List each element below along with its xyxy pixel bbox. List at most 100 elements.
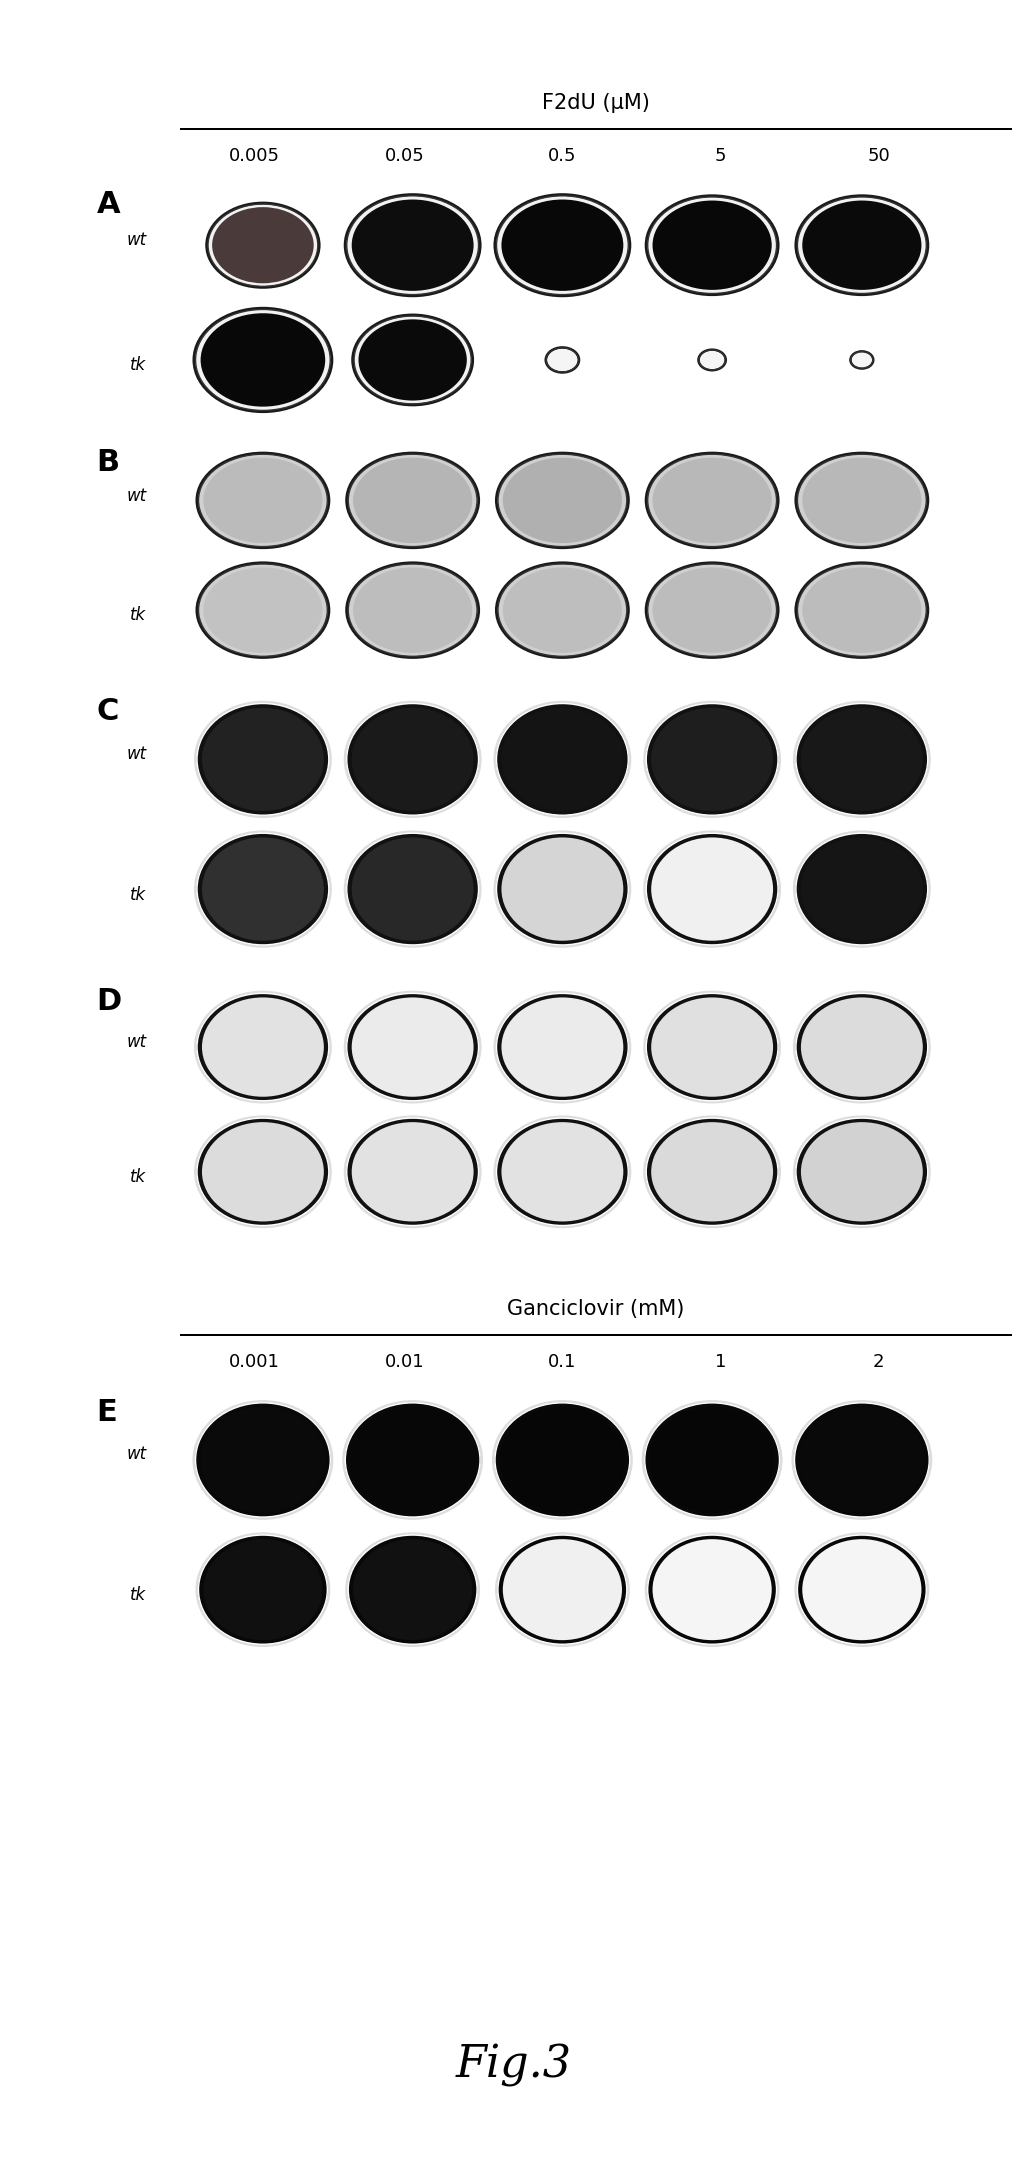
Text: A: A (97, 191, 120, 219)
Ellipse shape (195, 703, 331, 816)
Ellipse shape (195, 991, 331, 1102)
Text: Fig.3: Fig.3 (455, 2043, 572, 2087)
Ellipse shape (794, 703, 929, 816)
Ellipse shape (352, 315, 472, 406)
Ellipse shape (197, 453, 329, 549)
Ellipse shape (347, 562, 479, 657)
Ellipse shape (796, 1533, 927, 1646)
Ellipse shape (651, 998, 773, 1098)
Ellipse shape (652, 200, 771, 291)
Ellipse shape (801, 837, 923, 941)
Ellipse shape (646, 562, 778, 657)
Ellipse shape (501, 707, 623, 811)
Ellipse shape (501, 837, 623, 941)
Ellipse shape (351, 200, 473, 291)
Ellipse shape (353, 568, 472, 653)
Ellipse shape (646, 453, 778, 549)
Ellipse shape (651, 707, 773, 811)
Text: wt: wt (126, 1445, 147, 1464)
Ellipse shape (195, 833, 331, 946)
Ellipse shape (800, 1408, 924, 1512)
Ellipse shape (698, 349, 726, 371)
Ellipse shape (358, 319, 467, 401)
Ellipse shape (351, 998, 473, 1098)
Ellipse shape (503, 458, 622, 542)
Ellipse shape (351, 1121, 473, 1221)
Ellipse shape (203, 568, 322, 653)
Ellipse shape (202, 998, 324, 1098)
Ellipse shape (645, 1117, 779, 1228)
Text: wt: wt (126, 486, 147, 505)
Ellipse shape (197, 1533, 329, 1646)
Ellipse shape (206, 204, 319, 286)
Ellipse shape (650, 1408, 774, 1512)
Text: F2dU (μM): F2dU (μM) (541, 93, 650, 113)
Text: tk: tk (130, 605, 147, 625)
Text: C: C (97, 698, 119, 727)
Ellipse shape (495, 703, 630, 816)
Ellipse shape (496, 453, 629, 549)
Text: 0.01: 0.01 (384, 1353, 424, 1371)
Ellipse shape (202, 837, 324, 941)
Text: tk: tk (130, 1586, 147, 1605)
Ellipse shape (203, 1540, 322, 1640)
Ellipse shape (194, 1401, 332, 1518)
Ellipse shape (194, 308, 332, 412)
Ellipse shape (501, 200, 623, 291)
Ellipse shape (495, 1117, 630, 1228)
Ellipse shape (503, 568, 622, 653)
Ellipse shape (495, 833, 630, 946)
Ellipse shape (353, 1540, 472, 1640)
Ellipse shape (802, 568, 921, 653)
Ellipse shape (796, 453, 927, 549)
Ellipse shape (645, 991, 779, 1102)
Ellipse shape (345, 991, 481, 1102)
Ellipse shape (496, 1533, 629, 1646)
Ellipse shape (802, 458, 921, 542)
Text: tk: tk (130, 885, 147, 904)
Ellipse shape (344, 1401, 482, 1518)
Text: 0.1: 0.1 (548, 1353, 576, 1371)
Ellipse shape (796, 195, 927, 295)
Text: E: E (97, 1397, 117, 1427)
Ellipse shape (651, 837, 773, 941)
Ellipse shape (850, 351, 873, 369)
Ellipse shape (652, 458, 771, 542)
Ellipse shape (652, 568, 771, 653)
Ellipse shape (200, 1408, 326, 1512)
Text: 0.005: 0.005 (229, 147, 280, 165)
Ellipse shape (801, 707, 923, 811)
Text: 5: 5 (715, 147, 726, 165)
Ellipse shape (345, 195, 481, 295)
Ellipse shape (345, 1117, 481, 1228)
Ellipse shape (496, 562, 629, 657)
Ellipse shape (493, 1401, 632, 1518)
Ellipse shape (652, 1540, 771, 1640)
Ellipse shape (801, 998, 923, 1098)
Text: wt: wt (126, 1032, 147, 1050)
Text: wt: wt (126, 232, 147, 249)
Text: 0.05: 0.05 (384, 147, 424, 165)
Ellipse shape (202, 707, 324, 811)
Text: tk: tk (130, 356, 147, 373)
Ellipse shape (351, 837, 473, 941)
Text: B: B (97, 449, 120, 477)
Ellipse shape (203, 458, 322, 542)
Ellipse shape (793, 1401, 930, 1518)
Ellipse shape (500, 1408, 624, 1512)
Ellipse shape (350, 1408, 474, 1512)
Ellipse shape (345, 703, 481, 816)
Ellipse shape (794, 1117, 929, 1228)
Text: 0.001: 0.001 (229, 1353, 280, 1371)
Text: Ganciclovir (mM): Ganciclovir (mM) (507, 1299, 684, 1319)
Text: 0.5: 0.5 (548, 147, 576, 165)
Ellipse shape (347, 1533, 479, 1646)
Ellipse shape (801, 1121, 923, 1221)
Ellipse shape (643, 1401, 782, 1518)
Ellipse shape (645, 833, 779, 946)
Ellipse shape (646, 1533, 778, 1646)
Ellipse shape (651, 1121, 773, 1221)
Ellipse shape (195, 1117, 331, 1228)
Text: 1: 1 (715, 1353, 726, 1371)
Ellipse shape (794, 991, 929, 1102)
